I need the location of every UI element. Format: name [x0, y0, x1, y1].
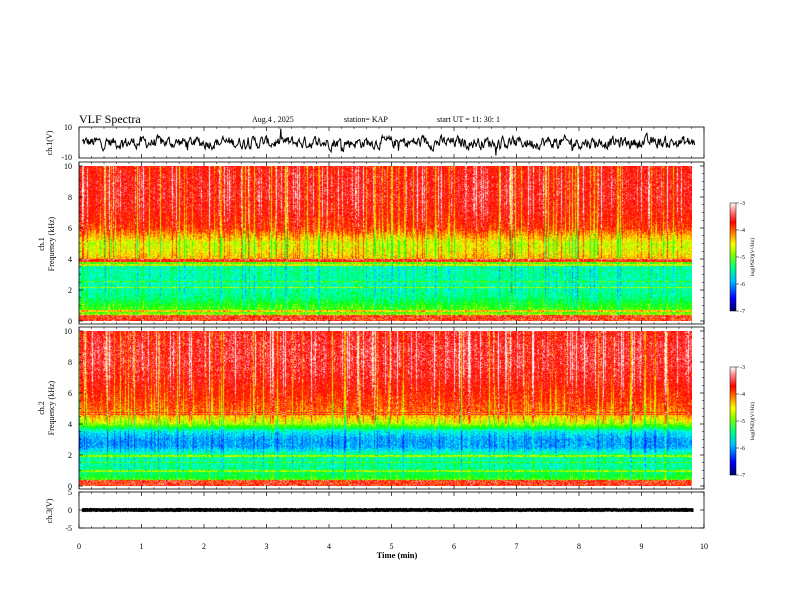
x-tick-label: 9: [640, 542, 644, 551]
freq-tick-label: 6: [68, 389, 72, 398]
ch2-colorbar-label: log(PSD)(V²/Hz): [749, 402, 756, 440]
freq-tick-label: 8: [68, 358, 72, 367]
time-axis-label: Time (min): [377, 550, 418, 560]
date-label: Aug.4 , 2025: [252, 115, 294, 124]
ch2-freq-ylabel: Frequency (kHz): [47, 380, 56, 435]
time-axis: 0 1 2 3 4 5 6 7 8 9 10: [77, 127, 708, 551]
colorbar-tick-label: -5: [740, 255, 745, 261]
ch1-freq-ticks: 0 2 4 6 8 10: [64, 162, 704, 326]
colorbar-tick-label: -5: [740, 419, 745, 425]
y-tick-label: 0: [68, 506, 72, 515]
ch1-ytick-bottom: -10: [61, 153, 72, 162]
ch3-ylabel: ch.3(V): [45, 498, 54, 523]
y-tick-label: 5: [68, 488, 72, 497]
colorbar-tick-label: -7: [740, 309, 745, 315]
x-tick-label: 6: [452, 542, 456, 551]
freq-tick-label: 0: [68, 482, 72, 491]
colorbar-tick-label: -4: [740, 392, 745, 398]
ch1-waveform-panel: 10 -10 ch.1(V): [45, 123, 705, 162]
colorbar-tick-label: -7: [740, 473, 745, 479]
colorbar-tick-label: -6: [740, 446, 745, 452]
start-time-label: start UT = 11: 30: 1: [437, 115, 500, 124]
freq-tick-label: 4: [68, 255, 72, 264]
ch2-freq-ticks: 0 2 4 6 8 10: [64, 327, 704, 491]
ch2-spectrogram-image: [79, 331, 692, 486]
ch1-colorbar: -3 -4 -5 -6 -7 log(PSD)(V²/Hz): [729, 201, 756, 315]
ch3-waveform-panel: 5 0 -5 ch.3(V): [45, 488, 705, 533]
ch3-ticks: 5 0 -5: [65, 488, 704, 533]
colorbar-tick-label: -6: [740, 282, 745, 288]
freq-tick-label: 10: [64, 162, 72, 171]
x-tick-label: 1: [140, 542, 144, 551]
ch1-colorbar-label: log(PSD)(V²/Hz): [749, 238, 756, 276]
ch1-spectrogram-image: [79, 166, 692, 321]
freq-tick-label: 0: [68, 317, 72, 326]
ch1-ytick-top: 10: [64, 123, 72, 132]
freq-tick-label: 10: [64, 327, 72, 336]
ch1-channel-label: ch.1: [37, 237, 46, 251]
station-label: station= KAP: [344, 115, 388, 124]
x-tick-label: 2: [202, 542, 206, 551]
ch3-waveform-line: [81, 507, 694, 513]
x-tick-label: 0: [77, 542, 81, 551]
colorbar-tick-label: -3: [740, 201, 745, 207]
x-tick-label: 4: [327, 542, 331, 551]
ch1-ylabel: ch.1(V): [45, 130, 54, 155]
colorbar-tick-label: -3: [740, 365, 745, 371]
x-tick-label: 10: [700, 542, 708, 551]
colorbar-tick-label: -4: [740, 228, 745, 234]
ch2-colorbar-ticks: -3 -4 -5 -6 -7: [736, 365, 745, 479]
freq-tick-label: 2: [68, 286, 72, 295]
x-tick-label: 5: [390, 542, 394, 551]
ch2-spectrogram-panel: 0 2 4 6 8 10 ch.2 Frequency (kHz): [37, 326, 705, 491]
x-tick-label: 3: [265, 542, 269, 551]
x-tick-label: 7: [515, 542, 519, 551]
ch1-spectrogram-panel: 0 2 4 6 8 10 ch.1 Frequency (kHz): [37, 161, 705, 326]
y-tick-label: -5: [65, 524, 72, 533]
ch2-channel-label: ch.2: [37, 401, 46, 415]
freq-tick-label: 6: [68, 224, 72, 233]
ch2-colorbar: -3 -4 -5 -6 -7 log(PSD)(V²/Hz): [729, 365, 756, 479]
ch1-waveform-line: [81, 128, 696, 156]
ch1-freq-ylabel: Frequency (kHz): [47, 216, 56, 271]
figure-title: VLF Spectra: [79, 112, 141, 126]
ch1-colorbar-ticks: -3 -4 -5 -6 -7: [736, 201, 745, 315]
freq-tick-label: 8: [68, 193, 72, 202]
freq-tick-label: 2: [68, 451, 72, 460]
freq-tick-label: 4: [68, 420, 72, 429]
x-tick-label: 8: [577, 542, 581, 551]
